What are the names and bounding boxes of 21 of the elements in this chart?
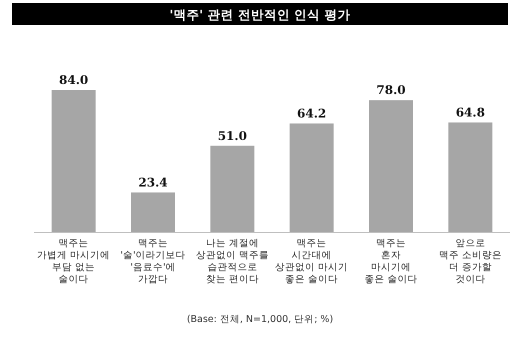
- chart-title: '맥주' 관련 전반적인 인식 평가: [169, 7, 351, 22]
- x-tick-label: 맥주는 가볍게 마시기에 부담 없는 술이다: [37, 238, 110, 285]
- data-label: 23.4: [138, 175, 168, 190]
- data-label: 84.0: [59, 73, 88, 87]
- text: (Base: 전체, N=1,000, 단위; %): [186, 314, 334, 325]
- x-tick-label: 맥주는 '술'이라기보다 '음료수'에 가깝다: [120, 238, 186, 285]
- data-label: 51.0: [218, 128, 247, 143]
- data-label: 64.8: [456, 105, 485, 120]
- bar: [210, 146, 254, 232]
- bar: [448, 122, 492, 232]
- x-tick-label: 맥주는 혼자 마시기에 좋은 술이다: [364, 238, 418, 285]
- title: '맥주' 관련 전반적인 인식 평가: [12, 3, 508, 25]
- bar: [369, 100, 413, 232]
- bar: [52, 90, 96, 232]
- x-tick-label: 나는 계절에 상관없이 맥주를 습관적으로 찾는 편이다: [196, 238, 269, 285]
- x-tick-label: 맥주는 시간대에 상관없이 마시기 좋은 술이다: [275, 238, 348, 285]
- x-tick-label: 앞으로 맥주 소비량은 더 증가할 것이다: [438, 238, 502, 285]
- bar: [290, 123, 334, 232]
- data-label: 64.2: [297, 106, 326, 120]
- data-label: 78.0: [376, 83, 406, 98]
- bar: [131, 192, 175, 232]
